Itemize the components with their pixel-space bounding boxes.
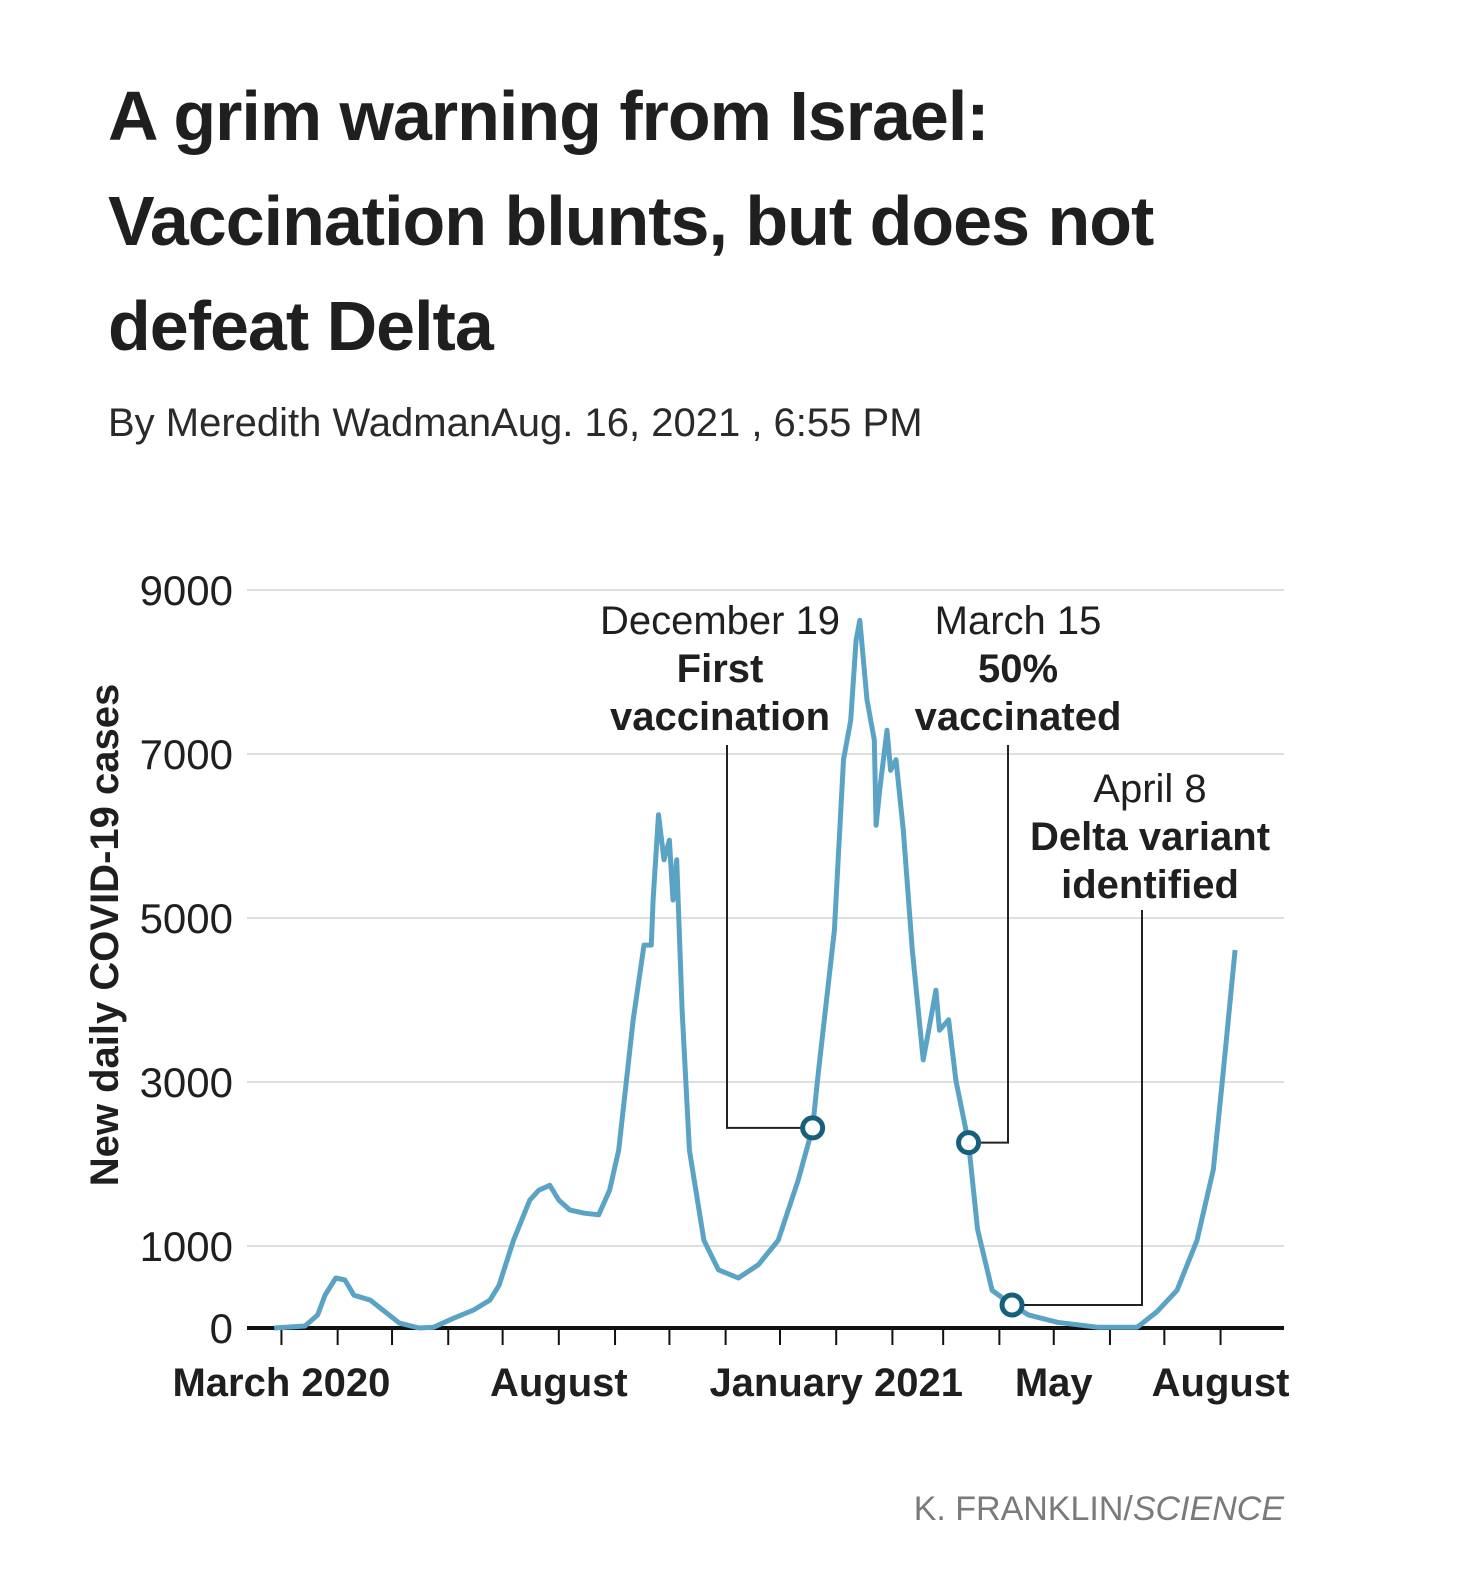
annotation-text: First (677, 647, 764, 691)
credit: K. FRANKLIN/SCIENCE (914, 1490, 1285, 1528)
annotation-text: vaccinated (915, 695, 1122, 739)
annotation-text: 50% (978, 647, 1058, 691)
headline-line: defeat Delta (108, 287, 495, 365)
y-tick-label: 1000 (140, 1223, 233, 1270)
credit-publication: SCIENCE (1133, 1490, 1284, 1528)
leader-line (726, 745, 813, 1129)
y-tick-label: 9000 (140, 567, 233, 614)
x-tick-label: March 2020 (172, 1361, 390, 1405)
event-marker (956, 1130, 982, 1156)
event-marker (999, 1292, 1025, 1318)
y-axis-title: New daily COVID-19 cases (83, 684, 127, 1186)
x-tick-label: May (1015, 1361, 1094, 1405)
annotation-text: vaccination (610, 695, 830, 739)
annotation-date: April 8 (1093, 767, 1206, 811)
headline-line: Vaccination blunts, but does not (108, 182, 1154, 260)
x-tick-label: January 2021 (709, 1361, 963, 1405)
annotation-date: December 19 (600, 599, 840, 643)
leader-line (1012, 910, 1143, 1307)
annotation-date: March 15 (935, 599, 1102, 643)
headline-line: A grim warning from Israel: (108, 77, 989, 155)
byline: By Meredith WadmanAug. 16, 2021 , 6:55 P… (108, 401, 923, 445)
x-tick-label: August (490, 1361, 628, 1405)
annotation-text: identified (1061, 863, 1239, 907)
annotation-text: Delta variant (1030, 815, 1270, 859)
y-tick-label: 5000 (140, 895, 233, 942)
y-tick-label: 3000 (140, 1059, 233, 1106)
y-tick-label: 7000 (140, 731, 233, 778)
leader-line (968, 745, 1009, 1144)
y-tick-label: 0 (210, 1305, 233, 1352)
credit-name: K. FRANKLIN/ (914, 1490, 1134, 1528)
x-tick-label: August (1152, 1361, 1290, 1405)
event-marker (800, 1115, 826, 1141)
